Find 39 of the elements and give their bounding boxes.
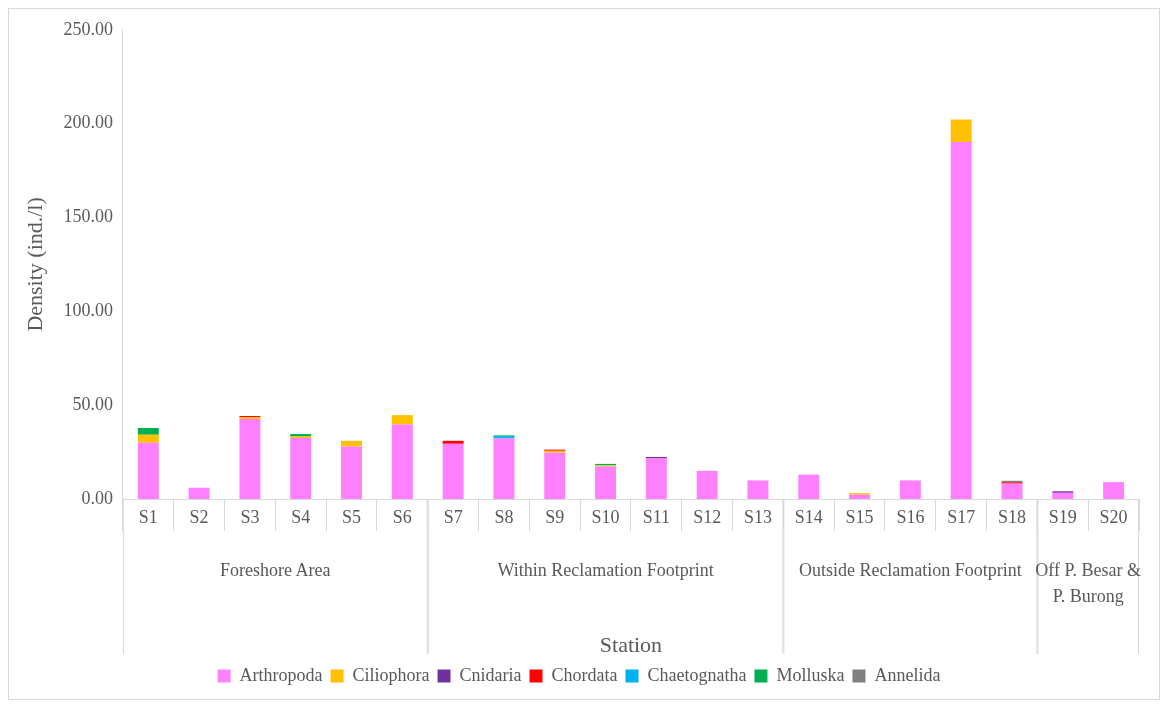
x-axis-title: Station bbox=[599, 631, 663, 657]
y-tick-label: 250.00 bbox=[63, 18, 113, 39]
x-tick-label: S9 bbox=[545, 506, 565, 527]
x-tick-label: S15 bbox=[845, 506, 874, 527]
text: Foreshore Area bbox=[220, 559, 331, 580]
x-tick-label: S4 bbox=[291, 506, 311, 527]
y-tick-label: 200.00 bbox=[63, 112, 113, 133]
text: Outside Reclamation Footprint bbox=[798, 559, 1022, 580]
text: Within Reclamation Footprint bbox=[497, 559, 714, 580]
x-tick-label: S20 bbox=[1099, 506, 1128, 527]
legend-label: Molluska bbox=[776, 664, 845, 685]
legend-label: Ciliophora bbox=[352, 664, 430, 685]
y-tick-label: 0.00 bbox=[81, 487, 113, 508]
legend-label: Arthropoda bbox=[239, 664, 323, 685]
y-tick-label: 50.00 bbox=[72, 393, 113, 414]
legend-label: Cnidaria bbox=[459, 664, 522, 685]
x-tick-label: S11 bbox=[642, 506, 671, 527]
y-axis-title: Density (ind./l) bbox=[21, 197, 47, 332]
x-tick-label: S6 bbox=[392, 506, 412, 527]
x-tick-label: S16 bbox=[896, 506, 925, 527]
x-tick-label: S10 bbox=[591, 506, 620, 527]
x-tick-label: S2 bbox=[189, 506, 209, 527]
legend-label: Annelida bbox=[874, 664, 941, 685]
x-tick-label: S17 bbox=[947, 506, 976, 527]
x-tick-label: S19 bbox=[1048, 506, 1077, 527]
legend-label: Chordata bbox=[551, 664, 618, 685]
y-tick-label: 100.00 bbox=[63, 300, 113, 321]
x-tick-label: S18 bbox=[997, 506, 1026, 527]
text: Off P. Besar & P. Burong bbox=[1035, 559, 1142, 606]
x-tick-label: S3 bbox=[240, 506, 260, 527]
x-tick-label: S5 bbox=[342, 506, 362, 527]
x-tick-label: S1 bbox=[138, 506, 158, 527]
y-tick-label: 150.00 bbox=[63, 206, 113, 227]
x-tick-label: S13 bbox=[743, 506, 772, 527]
x-tick-label: S12 bbox=[693, 506, 722, 527]
legend-label: Chaetognatha bbox=[647, 664, 747, 685]
x-tick-label: S7 bbox=[443, 506, 463, 527]
x-tick-label: S14 bbox=[794, 506, 823, 527]
x-tick-label: S8 bbox=[494, 506, 514, 527]
